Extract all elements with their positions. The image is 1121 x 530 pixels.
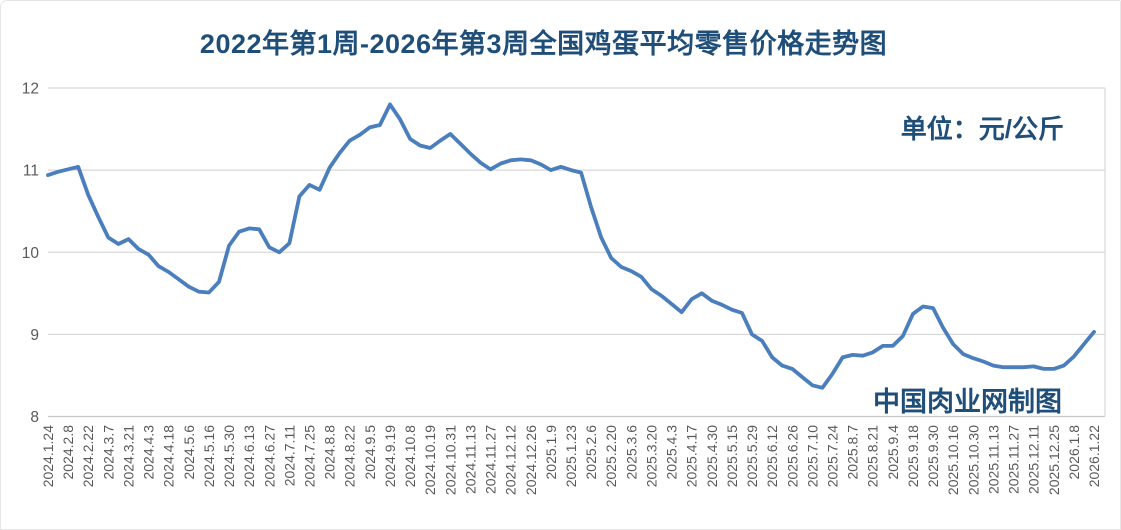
x-tick-label: 2024.3.7 xyxy=(100,425,116,480)
price-line xyxy=(46,102,1096,390)
x-tick-label: 2024.12.26 xyxy=(523,425,539,495)
x-tick-label: 2024.10.8 xyxy=(402,425,418,487)
x-tick-label: 2025.2.6 xyxy=(583,425,599,480)
x-tick-label: 2025.11.13 xyxy=(985,425,1001,494)
y-tick-label: 8 xyxy=(30,409,39,426)
x-tick-label: 2025.10.30 xyxy=(965,425,981,495)
x-tick-label: 2024.8.22 xyxy=(342,425,358,487)
x-tick-label: 2025.12.25 xyxy=(1046,425,1062,495)
x-tick-label: 2024.2.8 xyxy=(60,425,76,480)
x-tick-label: 2026.1.22 xyxy=(1086,425,1102,487)
x-tick-label: 2025.6.12 xyxy=(764,425,780,487)
y-tick-label: 10 xyxy=(22,245,40,262)
chart-title: 2022年第1周-2026年第3周全国鸡蛋平均零售价格走势图 xyxy=(199,29,888,59)
x-tick-label: 2025.7.10 xyxy=(804,425,820,487)
x-tick-label: 2024.1.24 xyxy=(40,425,56,487)
x-tick-label: 2025.2.20 xyxy=(603,425,619,487)
x-tick-label: 2026.1.8 xyxy=(1066,425,1082,480)
y-tick-label: 11 xyxy=(23,163,39,180)
x-tick-label: 2024.5.16 xyxy=(201,425,217,487)
x-tick-label: 2025.9.4 xyxy=(885,425,901,480)
x-tick-label: 2025.12.11 xyxy=(1026,425,1042,494)
x-tick-label: 2024.12.12 xyxy=(503,425,519,495)
x-tick-label: 2025.10.16 xyxy=(945,425,961,495)
x-tick-label: 2025.8.7 xyxy=(845,425,861,480)
x-tick-label: 2024.9.19 xyxy=(382,425,398,487)
x-tick-label: 2025.8.21 xyxy=(865,425,881,487)
x-tick-label: 2025.4.17 xyxy=(684,425,700,487)
x-tick-label: 2024.11.13 xyxy=(462,425,478,494)
x-tick-label: 2024.2.22 xyxy=(80,425,96,487)
credit-label: 中国肉业网制图 xyxy=(873,387,1062,417)
x-tick-label: 2024.11.27 xyxy=(483,425,499,494)
x-tick-label: 2024.5.30 xyxy=(221,425,237,487)
x-tick-label: 2024.4.18 xyxy=(161,425,177,487)
x-tick-label: 2025.9.30 xyxy=(925,425,941,487)
x-tick-label: 2025.5.29 xyxy=(744,425,760,487)
x-tick-label: 2024.3.21 xyxy=(120,425,136,487)
x-tick-label: 2024.8.8 xyxy=(322,425,338,480)
x-tick-label: 2025.11.27 xyxy=(1006,425,1022,494)
x-tick-label: 2025.4.30 xyxy=(704,425,720,487)
x-tick-label: 2025.3.20 xyxy=(643,425,659,487)
x-tick-label: 2025.1.9 xyxy=(543,425,559,480)
x-tick-label: 2025.3.6 xyxy=(623,425,639,480)
x-tick-label: 2024.10.19 xyxy=(422,425,438,495)
unit-label: 单位：元/公斤 xyxy=(900,114,1064,144)
x-tick-label: 2025.6.26 xyxy=(784,425,800,487)
x-tick-label: 2024.7.11 xyxy=(281,425,297,486)
x-tick-label: 2025.9.18 xyxy=(905,425,921,487)
y-tick-label: 9 xyxy=(30,327,39,344)
x-tick-label: 2024.6.27 xyxy=(261,425,277,487)
x-tick-label: 2024.9.5 xyxy=(362,425,378,480)
x-tick-label: 2024.4.3 xyxy=(141,425,157,480)
x-tick-label: 2024.7.25 xyxy=(302,425,318,487)
x-tick-label: 2024.10.31 xyxy=(442,425,458,495)
x-tick-label: 2025.5.15 xyxy=(724,425,740,487)
x-tick-label: 2025.1.23 xyxy=(563,425,579,487)
x-tick-label: 2024.5.6 xyxy=(181,425,197,480)
x-tick-label: 2025.7.24 xyxy=(825,425,841,487)
x-tick-label: 2024.6.13 xyxy=(241,425,257,487)
x-tick-label: 2025.4.3 xyxy=(664,425,680,480)
y-tick-label: 12 xyxy=(22,81,39,98)
